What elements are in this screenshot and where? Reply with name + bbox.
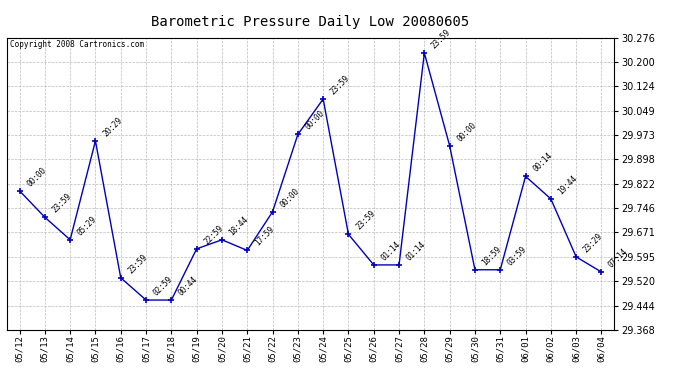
Text: 05:29: 05:29 [76, 214, 99, 237]
Text: 00:14: 00:14 [531, 151, 554, 174]
Text: 01:14: 01:14 [404, 239, 427, 262]
Text: Barometric Pressure Daily Low 20080605: Barometric Pressure Daily Low 20080605 [151, 15, 470, 29]
Text: 00:00: 00:00 [278, 186, 301, 209]
Text: 23:59: 23:59 [328, 74, 351, 96]
Text: 01:14: 01:14 [380, 239, 402, 262]
Text: 23:29: 23:29 [582, 231, 604, 254]
Text: 23:59: 23:59 [430, 27, 453, 50]
Text: Copyright 2008 Cartronics.com: Copyright 2008 Cartronics.com [10, 40, 144, 50]
Text: 00:00: 00:00 [304, 109, 326, 132]
Text: 03:59: 03:59 [506, 244, 529, 267]
Text: 17:59: 17:59 [253, 225, 275, 248]
Text: 02:59: 02:59 [152, 274, 175, 297]
Text: 23:59: 23:59 [126, 252, 149, 275]
Text: 18:44: 18:44 [228, 214, 250, 237]
Text: 00:00: 00:00 [455, 120, 478, 143]
Text: 07:14: 07:14 [607, 246, 630, 269]
Text: 23:59: 23:59 [50, 192, 73, 214]
Text: 00:44: 00:44 [177, 274, 199, 297]
Text: 18:59: 18:59 [480, 244, 503, 267]
Text: 22:59: 22:59 [202, 224, 225, 246]
Text: 23:59: 23:59 [354, 209, 377, 231]
Text: 19:44: 19:44 [556, 173, 579, 196]
Text: 00:00: 00:00 [25, 165, 48, 188]
Text: 20:29: 20:29 [101, 116, 124, 138]
